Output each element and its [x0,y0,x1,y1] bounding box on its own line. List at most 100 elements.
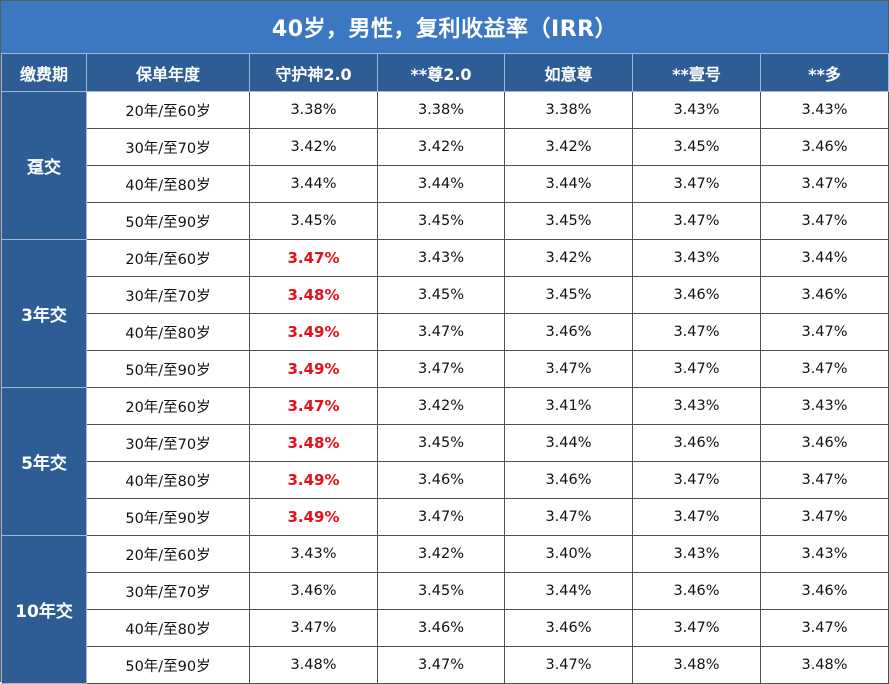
policy-year-cell: 40年/至80岁 [86,313,250,351]
irr-value-cell: 3.46% [760,424,889,462]
table-row: 5年交 20年/至60岁 3.47% 3.42% 3.41% 3.43% 3.43% [1,387,889,536]
payment-term-cell: 3年交 [1,239,87,388]
irr-value-cell: 3.49% [249,350,378,388]
policy-year-cell: 50年/至90岁 [86,350,250,388]
irr-value-cell: 3.49% [249,313,378,351]
irr-value-cell: 3.47% [760,498,889,536]
col-header-policy-year: 保单年度 [86,53,250,92]
irr-value-cell: 3.47% [760,609,889,647]
irr-value-cell: 3.42% [504,128,633,166]
col-header-product-1: 守护神2.0 [249,53,378,92]
payment-term-cell: 趸交 [1,91,87,240]
irr-value-cell: 3.43% [632,535,761,573]
policy-year-cell: 50年/至90岁 [86,646,250,684]
col-header-product-2: **尊2.0 [377,53,505,92]
irr-value-cell: 3.46% [632,424,761,462]
table-row: 50年/至90岁 3.49% 3.47% 3.47% 3.47% 3.47% [2,350,889,388]
irr-value-cell: 3.43% [760,91,889,129]
table-row: 50年/至90岁 3.48% 3.47% 3.47% 3.48% 3.48% [2,646,889,684]
irr-value-cell: 3.46% [249,572,378,610]
irr-value-cell: 3.46% [504,461,633,499]
irr-value-cell: 3.46% [377,609,505,647]
irr-value-cell: 3.49% [249,461,378,499]
table-row: 30年/至70岁 3.48% 3.45% 3.44% 3.46% 3.46% [2,424,889,462]
policy-year-cell: 40年/至80岁 [86,461,250,499]
table-body: 趸交 20年/至60岁 3.38% 3.38% 3.38% 3.43% 3.43% 30年/至… [1,91,889,684]
irr-value-cell: 3.43% [632,387,761,425]
irr-value-cell: 3.46% [760,572,889,610]
irr-value-cell: 3.46% [632,276,761,314]
table-row: 40年/至80岁 3.49% 3.46% 3.46% 3.47% 3.47% [2,461,889,499]
irr-value-cell: 3.43% [760,387,889,425]
irr-value-cell: 3.40% [504,535,633,573]
irr-value-cell: 3.45% [249,202,378,240]
sheet-title: 40岁，男性，复利收益率（IRR） [1,1,888,53]
table-row: 50年/至90岁 3.45% 3.45% 3.45% 3.47% 3.47% [2,202,889,240]
table-row: 40年/至80岁 3.49% 3.47% 3.46% 3.47% 3.47% [2,313,889,351]
irr-value-cell: 3.38% [504,91,633,129]
irr-value-cell: 3.47% [632,313,761,351]
policy-year-cell: 20年/至60岁 [86,387,250,425]
irr-value-cell: 3.45% [377,572,505,610]
irr-value-cell: 3.46% [760,128,889,166]
irr-value-cell: 3.46% [504,609,633,647]
irr-value-cell: 3.47% [632,498,761,536]
irr-value-cell: 3.45% [504,276,633,314]
policy-year-cell: 20年/至60岁 [86,239,250,277]
irr-value-cell: 3.48% [632,646,761,684]
col-header-product-3: 如意尊 [504,53,633,92]
irr-value-cell: 3.43% [249,535,378,573]
irr-value-cell: 3.47% [504,350,633,388]
irr-value-cell: 3.47% [377,350,505,388]
col-header-product-4: **壹号 [632,53,761,92]
table-row: 50年/至90岁 3.49% 3.47% 3.47% 3.47% 3.47% [2,498,889,536]
col-header-product-5: **多 [760,53,889,92]
irr-value-cell: 3.47% [377,313,505,351]
table-header: 缴费期 保单年度 守护神2.0 **尊2.0 如意尊 **壹号 **多 [1,53,889,92]
irr-value-cell: 3.44% [504,572,633,610]
irr-value-cell: 3.43% [760,535,889,573]
irr-value-cell: 3.44% [760,239,889,277]
irr-value-cell: 3.45% [377,424,505,462]
irr-value-cell: 3.41% [504,387,633,425]
irr-value-cell: 3.42% [377,128,505,166]
irr-value-cell: 3.48% [249,646,378,684]
policy-year-cell: 30年/至70岁 [86,424,250,462]
irr-value-cell: 3.42% [249,128,378,166]
irr-value-cell: 3.47% [760,165,889,203]
irr-value-cell: 3.47% [760,202,889,240]
irr-table: 缴费期 保单年度 守护神2.0 **尊2.0 如意尊 **壹号 **多 趸交 20… [1,53,889,684]
irr-value-cell: 3.43% [632,91,761,129]
policy-year-cell: 20年/至60岁 [86,535,250,573]
irr-value-cell: 3.48% [760,646,889,684]
payment-term-cell: 5年交 [1,387,87,536]
policy-year-cell: 40年/至80岁 [86,165,250,203]
irr-value-cell: 3.47% [249,609,378,647]
irr-value-cell: 3.45% [632,128,761,166]
policy-year-cell: 30年/至70岁 [86,276,250,314]
irr-value-cell: 3.48% [249,276,378,314]
irr-value-cell: 3.38% [377,91,505,129]
irr-value-cell: 3.47% [632,202,761,240]
table-row: 30年/至70岁 3.46% 3.45% 3.44% 3.46% 3.46% [2,572,889,610]
policy-year-cell: 30年/至70岁 [86,572,250,610]
policy-year-cell: 20年/至60岁 [86,91,250,129]
irr-value-cell: 3.45% [377,202,505,240]
irr-value-cell: 3.42% [504,239,633,277]
irr-value-cell: 3.45% [504,202,633,240]
irr-value-cell: 3.47% [632,461,761,499]
policy-year-cell: 40年/至80岁 [86,609,250,647]
col-header-payment-term: 缴费期 [1,53,87,92]
irr-value-cell: 3.45% [377,276,505,314]
irr-value-cell: 3.47% [632,350,761,388]
irr-value-cell: 3.47% [377,498,505,536]
irr-value-cell: 3.38% [249,91,378,129]
table-row: 40年/至80岁 3.47% 3.46% 3.46% 3.47% 3.47% [2,609,889,647]
irr-value-cell: 3.44% [249,165,378,203]
irr-value-cell: 3.44% [377,165,505,203]
policy-year-cell: 30年/至70岁 [86,128,250,166]
irr-value-cell: 3.46% [377,461,505,499]
policy-year-cell: 50年/至90岁 [86,498,250,536]
payment-term-cell: 10年交 [1,535,87,684]
